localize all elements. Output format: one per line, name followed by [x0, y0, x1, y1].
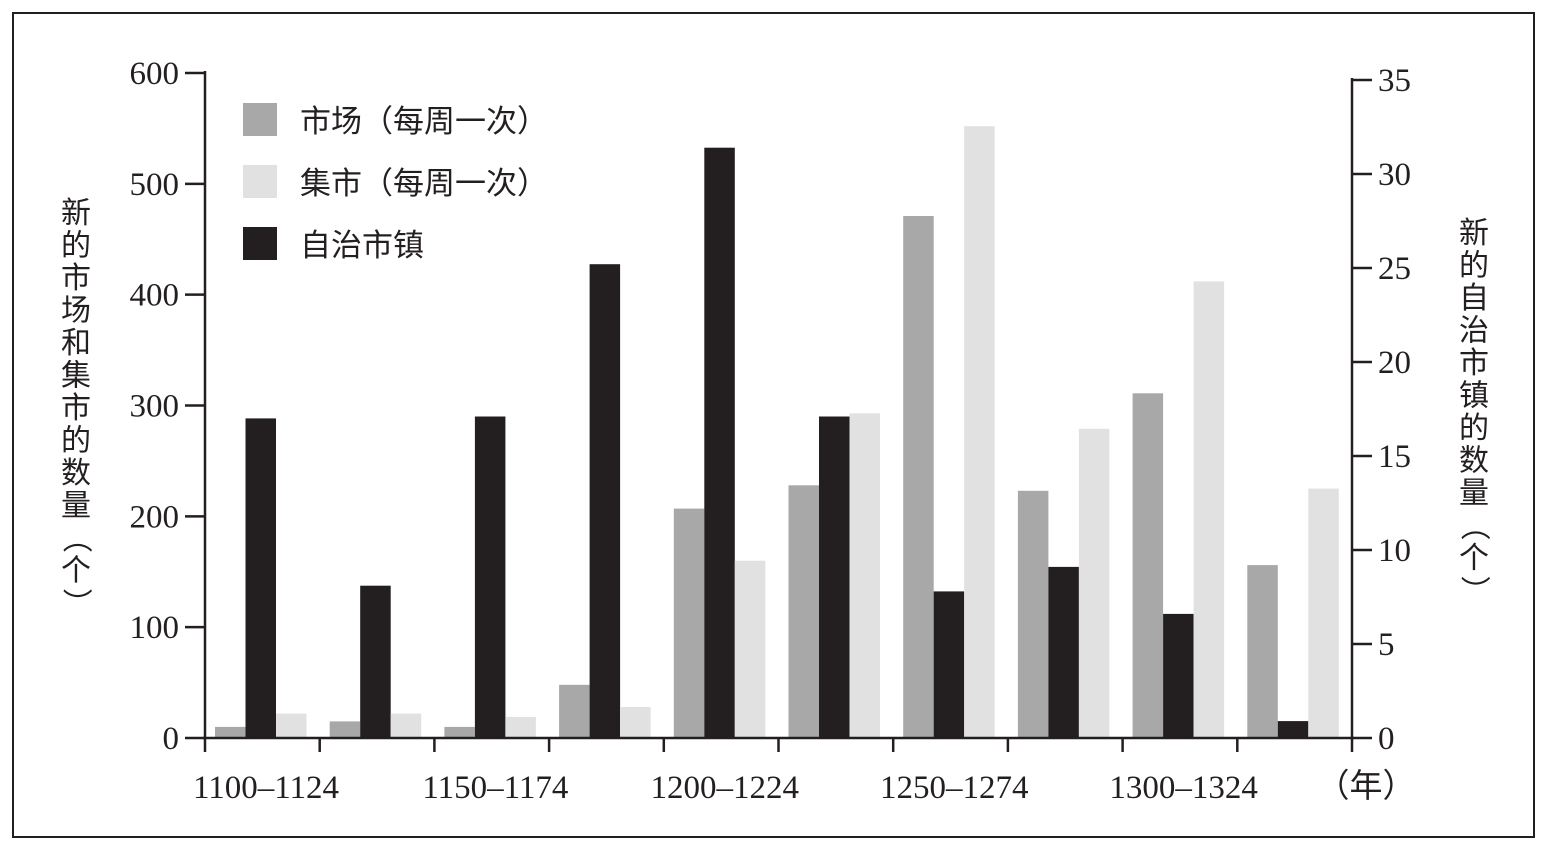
- bar-borough: [1277, 721, 1309, 738]
- x-tick-label: 1300–1324: [1109, 770, 1258, 806]
- y-axis-title-right: 市: [1459, 346, 1489, 381]
- y-axis-title-left: 的: [61, 424, 91, 459]
- bar-fair: [505, 716, 536, 738]
- y-tick-label-left: 400: [130, 278, 180, 314]
- y-axis-title-left: 新: [61, 196, 91, 231]
- y-tick-label-left: 200: [130, 499, 180, 535]
- y-tick-label-left: 300: [130, 389, 180, 425]
- bar-fair: [390, 713, 422, 738]
- y-axis-title-left: 场: [61, 294, 91, 329]
- y-axis-title-right: 个: [1459, 541, 1489, 576]
- bar-borough: [589, 264, 621, 738]
- y-axis-title-left: 数: [61, 456, 91, 491]
- bar-fair: [1078, 428, 1110, 738]
- y-axis-title-left: 市: [61, 391, 91, 426]
- bar-borough: [1163, 613, 1194, 738]
- axes-group: 0 100 200 300 400 500 600 0 5 10 15 20 25 30 35 1100–11…: [130, 56, 1416, 806]
- legend-swatch: [243, 227, 277, 260]
- legend-swatch: [243, 103, 277, 136]
- bar-market: [215, 726, 246, 738]
- bar-fair: [276, 713, 307, 738]
- y-axis-title-left: （: [58, 523, 93, 553]
- y-tick-label-right: 15: [1378, 439, 1411, 475]
- bar-fair: [964, 126, 995, 738]
- bar-borough: [474, 416, 506, 738]
- y-tick-label-right: 0: [1378, 721, 1395, 757]
- bar-market: [559, 684, 590, 738]
- bar-fair: [620, 707, 651, 738]
- bar-market: [1017, 490, 1049, 738]
- y-tick-label-right: 10: [1378, 533, 1411, 569]
- bar-fair: [734, 560, 766, 738]
- y-axis-title-right: （: [1456, 511, 1491, 541]
- legend-swatch: [243, 165, 277, 198]
- y-axis-title-right: 数: [1459, 444, 1489, 479]
- y-axis-title-left: 的: [61, 229, 91, 264]
- y-axis-title-right: ）: [1456, 576, 1491, 606]
- y-axis-title-left: 量: [61, 489, 91, 524]
- y-axis-title-left: 市: [61, 261, 91, 296]
- y-tick-label-right: 35: [1378, 63, 1411, 99]
- bar-market: [1247, 565, 1278, 738]
- bar-market: [673, 508, 705, 738]
- y-axis-title-right: 的: [1459, 249, 1489, 284]
- bar-borough: [704, 147, 735, 738]
- bar-fair: [849, 413, 880, 738]
- y-tick-label-right: 5: [1378, 627, 1395, 663]
- y-axis-title-right: 的: [1459, 411, 1489, 446]
- chart-frame: [12, 12, 1535, 838]
- bar-borough: [245, 418, 276, 738]
- y-axis-title-left: ）: [58, 588, 93, 618]
- bar-borough: [933, 591, 965, 738]
- bar-market: [788, 485, 819, 738]
- bar-market: [329, 721, 361, 738]
- y-axis-title-right: 新: [1459, 216, 1489, 251]
- legend-label: 集市（每周一次）: [300, 166, 548, 202]
- y-axis-title-left: 和: [61, 326, 91, 361]
- y-tick-label-right: 30: [1378, 157, 1411, 193]
- bar-fair: [1308, 488, 1339, 738]
- bar-market: [903, 216, 934, 738]
- x-tick-label: 1250–1274: [880, 770, 1029, 806]
- y-axis-title-right: 治: [1459, 314, 1489, 349]
- bar-market: [444, 726, 475, 738]
- bar-fair: [1193, 281, 1225, 738]
- bars-group: [215, 126, 1339, 738]
- y-tick-label-left: 600: [130, 56, 180, 92]
- y-tick-label-left: 100: [130, 610, 180, 646]
- legend: 市场（每周一次） 集市（每周一次） 自治市镇: [243, 103, 548, 264]
- y-tick-label-right: 25: [1378, 251, 1411, 287]
- x-unit-label: （年）: [1317, 768, 1416, 805]
- y-tick-label-left: 500: [130, 167, 180, 203]
- y-axis-title-right: 镇: [1459, 379, 1489, 414]
- y-axis-title-right: 自: [1459, 281, 1489, 316]
- y-axis-title-right: 量: [1459, 476, 1489, 511]
- legend-label: 自治市镇: [300, 228, 424, 264]
- legend-label: 市场（每周一次）: [300, 104, 548, 140]
- bar-borough: [360, 585, 391, 738]
- y-axis-title-left: 集: [61, 359, 91, 394]
- y-tick-label-right: 20: [1378, 345, 1411, 381]
- y-axis-title-left: 个: [61, 554, 91, 589]
- bar-borough: [1048, 566, 1079, 738]
- x-tick-label: 1150–1174: [422, 770, 568, 806]
- bar-market: [1132, 393, 1164, 738]
- x-tick-label: 1200–1224: [651, 770, 800, 806]
- y-tick-label-left: 0: [163, 721, 180, 757]
- bar-borough: [819, 416, 850, 738]
- x-tick-label: 1100–1124: [193, 770, 339, 806]
